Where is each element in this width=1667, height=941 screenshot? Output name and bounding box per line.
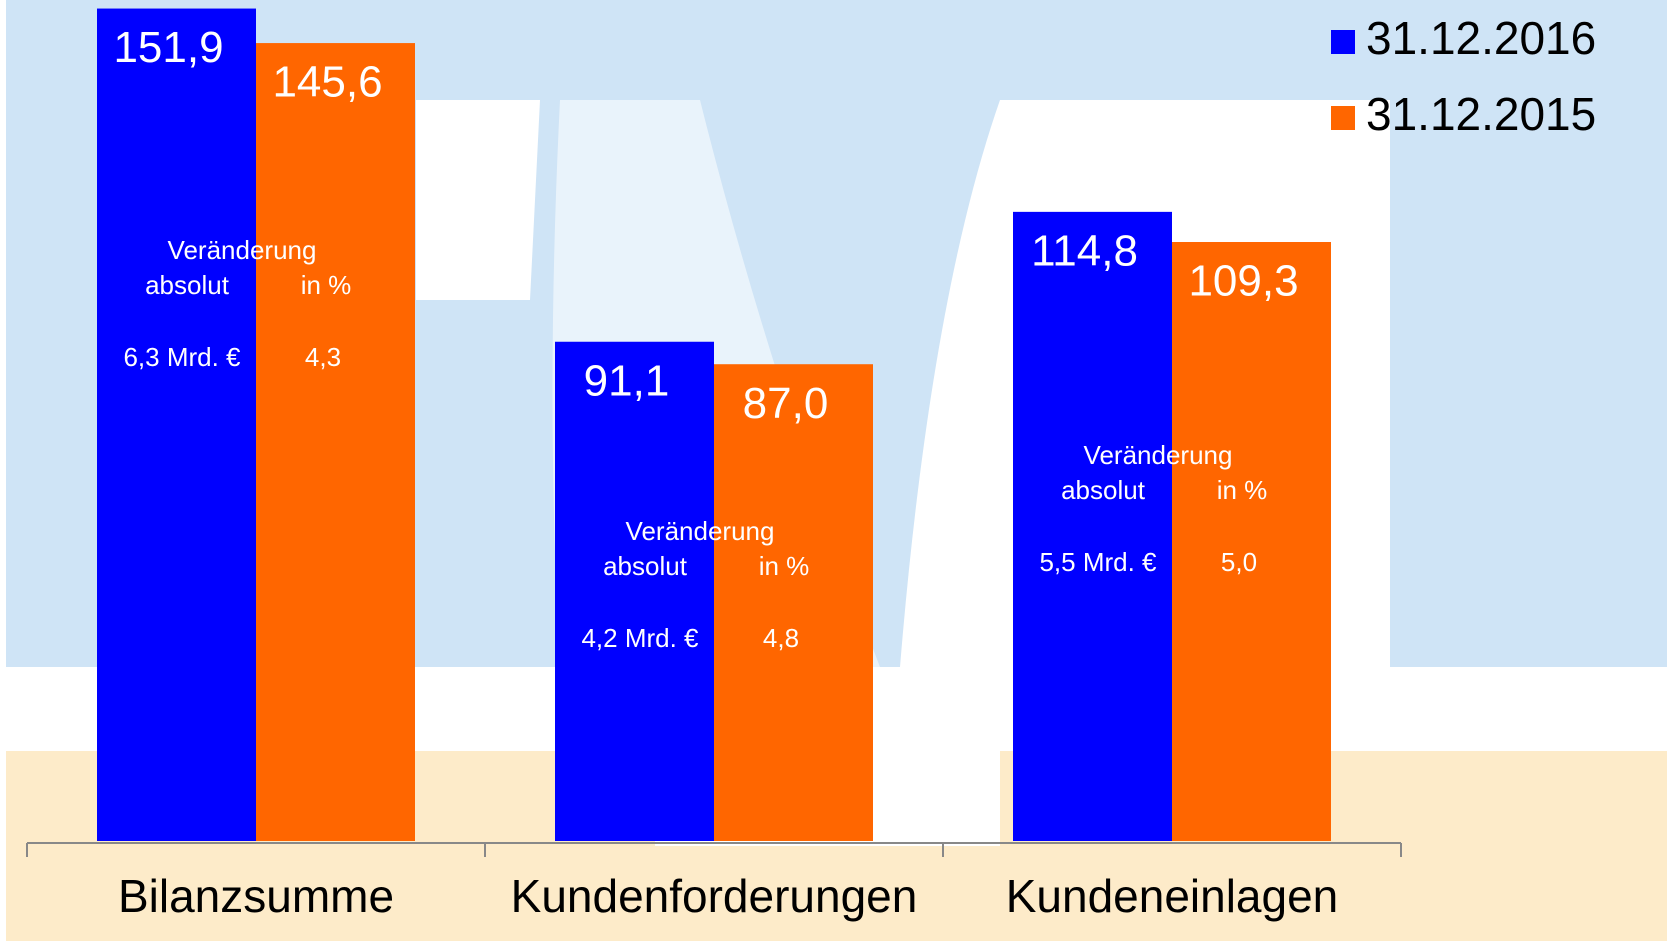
annotation-value: 5,0 (1221, 547, 1257, 577)
annotation-label: in % (759, 551, 810, 581)
bar (1172, 242, 1331, 842)
annotation-label: absolut (145, 270, 230, 300)
x-tick-label: Kundeneinlagen (1006, 870, 1339, 922)
legend-label: 31.12.2016 (1366, 12, 1596, 64)
annotation-value: 6,3 Mrd. € (123, 342, 241, 372)
value-label: 145,6 (272, 58, 382, 107)
annotation-label: absolut (603, 551, 688, 581)
annotation-header: Veränderung (1084, 440, 1233, 470)
value-label: 114,8 (1031, 226, 1138, 275)
annotation-value: 4,8 (763, 623, 799, 653)
value-label: 87,0 (743, 379, 829, 428)
annotation-header: Veränderung (626, 516, 775, 546)
value-label: 109,3 (1188, 257, 1298, 306)
x-tick-label: Kundenforderungen (511, 870, 918, 922)
annotation-value: 4,2 Mrd. € (581, 623, 699, 653)
annotation-value: 5,5 Mrd. € (1039, 547, 1157, 577)
background-shape (416, 100, 540, 300)
bar (714, 364, 873, 841)
bar (97, 8, 256, 841)
bar (1013, 211, 1172, 841)
legend-swatch (1331, 30, 1355, 54)
value-label: 91,1 (584, 356, 670, 405)
annotation-label: in % (1217, 475, 1268, 505)
annotation-value: 4,3 (305, 342, 341, 372)
annotation-label: absolut (1061, 475, 1146, 505)
x-tick-label: Bilanzsumme (118, 870, 394, 922)
bar (256, 43, 415, 842)
bar (555, 341, 714, 841)
legend-label: 31.12.2015 (1366, 88, 1596, 140)
value-label: 151,9 (113, 23, 223, 72)
legend-swatch (1331, 106, 1355, 130)
annotation-label: in % (301, 270, 352, 300)
annotation-header: Veränderung (168, 235, 317, 265)
